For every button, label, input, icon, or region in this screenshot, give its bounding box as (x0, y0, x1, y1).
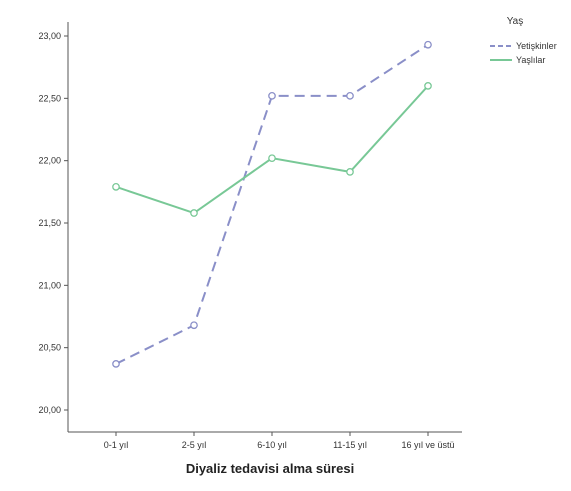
axes: 20,00 20,50 21,00 21,50 22,00 22,50 23,00 0-1 y… (38, 22, 462, 450)
y-tick-label: 23,00 (38, 31, 61, 41)
x-tick-label: 11-15 yıl (333, 440, 367, 450)
data-point-series-1 (424, 40, 432, 49)
x-tick-label: 6-10 yıl (257, 440, 287, 450)
legend-label-1: Yetişkinler (516, 41, 557, 51)
data-point-series-2 (112, 182, 120, 191)
y-tick-label: 22,50 (38, 93, 61, 103)
x-tick-label: 2-5 yıl (182, 440, 207, 450)
series-line-2 (115, 85, 429, 215)
data-point-series-1 (268, 91, 276, 100)
x-axis-title: Diyaliz tedavisi alma süresi (186, 461, 354, 476)
y-tick-label: 21,00 (38, 280, 61, 290)
series-layer (112, 40, 432, 368)
x-tick-label: 16 yıl ve üstü (401, 440, 454, 450)
y-tick-label: 22,00 (38, 156, 61, 166)
data-point-series-1 (190, 321, 198, 330)
y-tick-label: 20,00 (38, 405, 61, 415)
legend: Yaş Yetişkinler Yaşlılar (490, 16, 557, 65)
data-point-series-2 (346, 168, 354, 176)
data-point-series-1 (112, 360, 120, 368)
data-point-series-2 (268, 154, 276, 163)
data-point-series-1 (346, 91, 354, 100)
y-tick-label: 20,50 (38, 343, 61, 353)
data-point-series-2 (190, 209, 198, 217)
y-tick-label: 21,50 (38, 218, 61, 228)
data-point-series-2 (424, 82, 432, 90)
legend-label-2: Yaşlılar (516, 55, 545, 65)
x-tick-label: 0-1 yıl (104, 440, 129, 450)
legend-title: Yaş (507, 16, 524, 27)
